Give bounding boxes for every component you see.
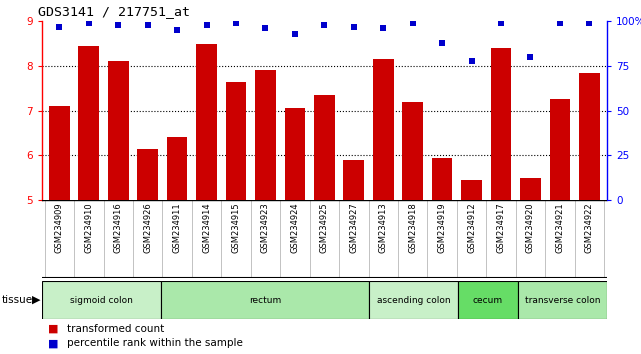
Text: ▶: ▶ [32, 295, 40, 305]
Point [113, 22, 123, 28]
Text: GSM234914: GSM234914 [202, 202, 211, 253]
Text: ■: ■ [48, 324, 58, 333]
Bar [226, 81, 246, 200]
Point [584, 20, 594, 26]
Point [83, 20, 94, 26]
Text: GSM234923: GSM234923 [261, 202, 270, 253]
Text: GSM234921: GSM234921 [555, 202, 565, 253]
Text: GSM234920: GSM234920 [526, 202, 535, 253]
Point [54, 24, 65, 29]
Bar [549, 99, 570, 200]
Text: GSM234911: GSM234911 [172, 202, 181, 253]
Bar [285, 108, 305, 200]
Point [290, 31, 300, 36]
Text: GSM234913: GSM234913 [379, 202, 388, 253]
Text: GSM234909: GSM234909 [55, 202, 64, 253]
Point [349, 24, 359, 29]
Bar [137, 149, 158, 200]
Bar [518, 281, 607, 319]
Bar [458, 281, 518, 319]
Text: GSM234924: GSM234924 [290, 202, 299, 253]
Bar [462, 180, 482, 200]
Text: transverse colon: transverse colon [524, 296, 600, 304]
Text: transformed count: transformed count [67, 324, 165, 333]
Bar [108, 62, 129, 200]
Point [378, 25, 388, 31]
Text: tissue: tissue [2, 295, 33, 305]
Point [201, 22, 212, 28]
Bar [344, 160, 364, 200]
Text: cecum: cecum [473, 296, 503, 304]
Point [437, 40, 447, 46]
Point [319, 22, 329, 28]
Point [496, 20, 506, 26]
Bar [520, 178, 541, 200]
Text: GSM234919: GSM234919 [438, 202, 447, 253]
Text: GSM234925: GSM234925 [320, 202, 329, 253]
Bar [196, 44, 217, 200]
Point [467, 58, 477, 63]
Bar [42, 281, 161, 319]
Bar [255, 70, 276, 200]
Text: GSM234917: GSM234917 [497, 202, 506, 253]
Bar [403, 102, 423, 200]
Text: GSM234912: GSM234912 [467, 202, 476, 253]
Bar [167, 137, 187, 200]
Text: GSM234927: GSM234927 [349, 202, 358, 253]
Bar [491, 48, 512, 200]
Bar [579, 73, 600, 200]
Bar [432, 158, 453, 200]
Bar [369, 281, 458, 319]
Text: GSM234910: GSM234910 [84, 202, 94, 253]
Bar [49, 106, 70, 200]
Bar [78, 46, 99, 200]
Point [172, 27, 182, 33]
Point [555, 20, 565, 26]
Bar [373, 59, 394, 200]
Point [142, 22, 153, 28]
Text: GSM234918: GSM234918 [408, 202, 417, 253]
Text: ■: ■ [48, 338, 58, 348]
Text: GSM234922: GSM234922 [585, 202, 594, 253]
Bar [161, 281, 369, 319]
Text: GSM234926: GSM234926 [143, 202, 152, 253]
Text: ascending colon: ascending colon [377, 296, 451, 304]
Text: GDS3141 / 217751_at: GDS3141 / 217751_at [38, 5, 190, 18]
Point [408, 20, 418, 26]
Bar [314, 95, 335, 200]
Point [231, 20, 241, 26]
Text: GSM234915: GSM234915 [231, 202, 240, 253]
Text: sigmoid colon: sigmoid colon [70, 296, 133, 304]
Text: percentile rank within the sample: percentile rank within the sample [67, 338, 243, 348]
Text: GSM234916: GSM234916 [113, 202, 122, 253]
Text: rectum: rectum [249, 296, 281, 304]
Point [526, 54, 536, 60]
Point [260, 25, 271, 31]
